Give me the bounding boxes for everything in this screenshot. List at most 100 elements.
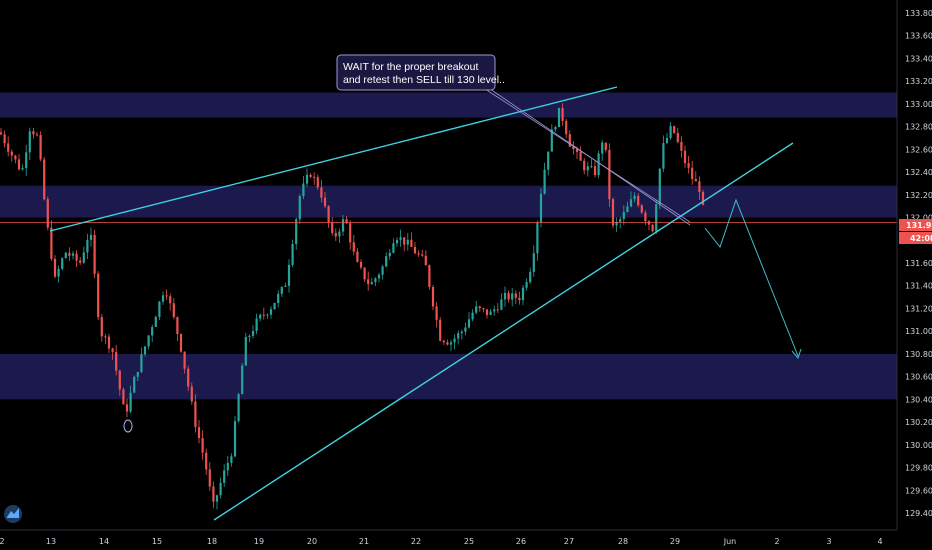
candle-body: [449, 342, 453, 345]
candle-body: [151, 326, 154, 336]
candle-body: [280, 286, 283, 294]
candle-body: [334, 232, 337, 237]
candle-body: [64, 252, 67, 259]
tradingview-logo-icon[interactable]: [4, 505, 22, 523]
candle-body: [633, 195, 636, 200]
candle-body: [331, 222, 334, 233]
price-tick-label: 133.800: [905, 9, 932, 18]
candle-body: [104, 336, 107, 338]
candle-body: [518, 297, 521, 301]
annotation-callout[interactable]: WAIT for the proper breakout and retest …: [336, 54, 691, 226]
candle-body: [359, 261, 363, 268]
candle-body: [179, 333, 183, 352]
lower-trendline[interactable]: [213, 142, 794, 521]
candle-body: [511, 293, 514, 300]
candle-body: [57, 268, 60, 277]
candle-body: [601, 142, 604, 154]
candle-body: [579, 151, 582, 161]
candle-body: [543, 169, 546, 194]
candle-body: [489, 311, 492, 315]
price-tick-label: 133.200: [905, 77, 932, 86]
candle-body: [644, 212, 647, 222]
candle-body: [496, 309, 499, 311]
price-tick-label: 129.400: [905, 509, 932, 518]
candle-body: [86, 239, 89, 253]
candle-body: [118, 370, 121, 390]
candle-body: [277, 293, 280, 304]
candle-body: [165, 295, 168, 297]
price-tick-label: 130.200: [905, 418, 932, 427]
candle-body: [370, 282, 373, 285]
price-tick-label: 130.800: [905, 350, 932, 359]
candle-body: [43, 159, 46, 200]
candle-body: [140, 354, 143, 372]
candle-body: [586, 166, 589, 171]
candle-body: [161, 295, 165, 302]
zones-layer: [0, 92, 897, 400]
candle-body: [291, 243, 294, 265]
candle-body: [615, 221, 618, 226]
candle-body: [273, 303, 276, 310]
candle-body: [14, 155, 17, 160]
candle-body: [107, 336, 111, 349]
candle-body: [550, 129, 553, 152]
projection-path[interactable]: [704, 198, 799, 357]
candle-body: [356, 251, 359, 262]
countdown-value: 42:08: [910, 234, 932, 243]
candle-body: [629, 199, 633, 207]
candle-body: [655, 204, 658, 232]
candle-body: [25, 152, 28, 169]
callout-line-1: WAIT for the proper breakout: [343, 61, 478, 73]
candle-body: [701, 191, 705, 205]
support-zone: [0, 353, 897, 400]
mid-zone: [0, 185, 897, 218]
callout-pointer-line-2: [489, 88, 691, 226]
price-tick-label: 133.000: [905, 100, 932, 109]
candle-body: [237, 394, 240, 422]
time-tick-label: 3: [826, 537, 831, 546]
candle-body: [208, 469, 211, 487]
candle-body: [10, 151, 13, 156]
candle-body: [464, 327, 467, 332]
time-tick-label: 15: [152, 537, 162, 546]
candle-body: [352, 242, 355, 252]
candle-body: [395, 239, 399, 244]
trendlines-layer: [0, 86, 897, 521]
candle-body: [79, 260, 82, 263]
candle-body: [327, 206, 330, 223]
time-axis[interactable]: 2 13 14 15 18 19 20 21 22 25 26 27 28 29 Jun 2 3 4: [0, 529, 897, 546]
projection-arrowhead: [791, 348, 802, 359]
candle-body: [251, 330, 255, 336]
price-axis[interactable]: 133.800 133.600 133.400 133.200 133.000 132.8…: [896, 0, 932, 530]
candle-body: [410, 239, 413, 247]
candle-body: [637, 195, 640, 206]
candle-body: [604, 142, 607, 150]
price-tick-label: 130.600: [905, 373, 932, 382]
candle-body: [413, 246, 417, 254]
resistance-zone-upper: [0, 92, 897, 118]
candle-body: [619, 219, 622, 222]
candle-body: [539, 193, 543, 223]
candle-body: [374, 278, 377, 283]
candle-body: [61, 258, 64, 269]
price-tick-label: 132.000: [905, 214, 932, 223]
candle-body: [212, 486, 215, 502]
candle-body: [525, 282, 528, 288]
low-marker-ellipse[interactable]: [123, 419, 133, 433]
candle-body: [35, 134, 39, 136]
candle-body: [241, 365, 244, 395]
candle-body: [313, 176, 316, 178]
candle-body: [565, 120, 568, 135]
candle-body: [651, 224, 654, 232]
candle-body: [406, 239, 409, 245]
price-tick-label: 131.200: [905, 304, 932, 313]
time-tick-label: 21: [359, 537, 369, 546]
candle-body: [230, 456, 233, 463]
candle-body: [7, 143, 10, 152]
price-tick-label: 133.400: [905, 54, 932, 63]
candle-body: [194, 401, 197, 428]
candle-body: [39, 135, 42, 160]
candle-body: [640, 205, 643, 213]
time-tick-label: 18: [207, 537, 217, 546]
